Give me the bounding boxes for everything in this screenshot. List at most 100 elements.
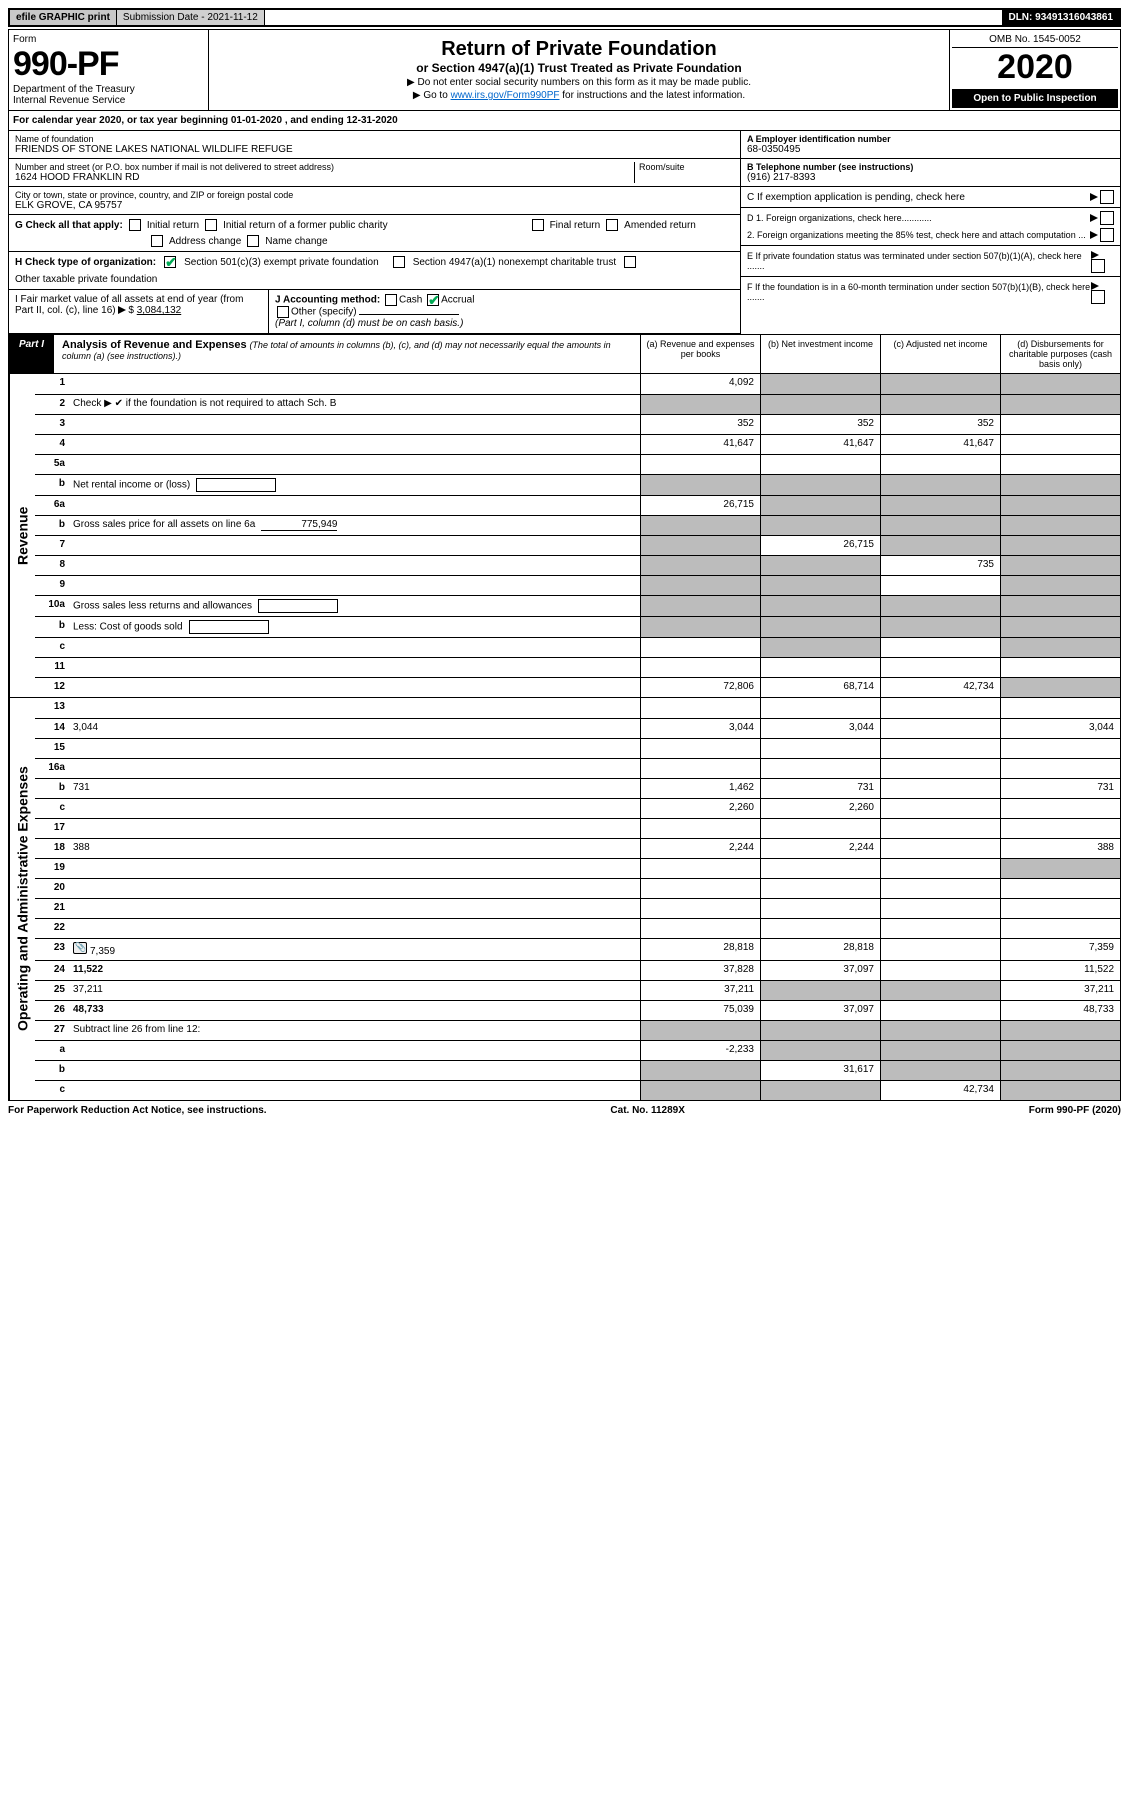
line-desc: [69, 435, 640, 454]
col-d-value: [1000, 899, 1120, 918]
line-desc: 37,211: [69, 981, 640, 1000]
line-row: 9: [35, 575, 1120, 595]
line-number: b: [35, 1061, 69, 1080]
d1-label: D 1. Foreign organizations, check here..…: [747, 213, 932, 223]
line-row: bGross sales price for all assets on lin…: [35, 515, 1120, 535]
col-a-value: [640, 859, 760, 878]
col-a-value: 3,044: [640, 719, 760, 738]
col-b-value: [760, 638, 880, 657]
inline-box: [196, 478, 276, 492]
chk-4947a1[interactable]: [393, 256, 405, 268]
col-b-value: [760, 556, 880, 575]
chk-address-change[interactable]: [151, 235, 163, 247]
i-label: I Fair market value of all assets at end…: [15, 294, 243, 316]
col-a-value: [640, 919, 760, 938]
col-a-value: [640, 638, 760, 657]
col-a-value: 72,806: [640, 678, 760, 697]
col-b-value: 731: [760, 779, 880, 798]
col-d-value: [1000, 374, 1120, 394]
chk-d1[interactable]: [1100, 211, 1114, 225]
col-b-value: [760, 496, 880, 515]
line-desc: [69, 1061, 640, 1080]
chk-initial-return[interactable]: [129, 219, 141, 231]
line-desc: Gross sales less returns and allowances: [69, 596, 640, 616]
line-row: a-2,233: [35, 1040, 1120, 1060]
col-a-value: [640, 1021, 760, 1040]
col-d-value: [1000, 759, 1120, 778]
line-number: 10a: [35, 596, 69, 616]
col-d-value: [1000, 799, 1120, 818]
j-note: (Part I, column (d) must be on cash basi…: [275, 318, 463, 329]
col-c-value: [880, 1001, 1000, 1020]
col-a-value: [640, 596, 760, 616]
form-990pf-link[interactable]: www.irs.gov/Form990PF: [451, 90, 560, 101]
instr-2-post: for instructions and the latest informat…: [562, 90, 745, 101]
line-row: 5a: [35, 454, 1120, 474]
col-b-value: 37,097: [760, 1001, 880, 1020]
page-footer: For Paperwork Reduction Act Notice, see …: [8, 1101, 1121, 1120]
col-a-value: [640, 658, 760, 677]
col-b-value: [760, 879, 880, 898]
line-row: 726,715: [35, 535, 1120, 555]
chk-final-return[interactable]: [532, 219, 544, 231]
line-row: 15: [35, 738, 1120, 758]
chk-e[interactable]: [1091, 259, 1105, 273]
col-c-value: [880, 698, 1000, 718]
line-number: 14: [35, 719, 69, 738]
line-desc: 731: [69, 779, 640, 798]
col-a-value: 352: [640, 415, 760, 434]
chk-name-change[interactable]: [247, 235, 259, 247]
col-a-value: 4,092: [640, 374, 760, 394]
line-number: 15: [35, 739, 69, 758]
col-b-value: [760, 596, 880, 616]
col-a-value: [640, 516, 760, 535]
line-desc: [69, 919, 640, 938]
chk-501c3[interactable]: [164, 256, 176, 268]
col-b-value: 28,818: [760, 939, 880, 960]
efile-print-button[interactable]: efile GRAPHIC print: [10, 10, 117, 25]
col-a-value: [640, 1061, 760, 1080]
line-number: 25: [35, 981, 69, 1000]
bullet-icon: [1090, 231, 1098, 239]
chk-initial-former[interactable]: [205, 219, 217, 231]
g-opt-3: Amended return: [624, 220, 696, 231]
chk-other-method[interactable]: [277, 306, 289, 318]
col-d-value: [1000, 879, 1120, 898]
line-desc: [69, 658, 640, 677]
attachment-icon[interactable]: [73, 942, 87, 954]
col-d-value: [1000, 516, 1120, 535]
topbar-spacer: [265, 10, 1003, 25]
col-d-value: [1000, 678, 1120, 697]
col-c-value: [880, 1061, 1000, 1080]
col-d-value: [1000, 435, 1120, 454]
col-d-header: (d) Disbursements for charitable purpose…: [1000, 335, 1120, 373]
line-row: 10aGross sales less returns and allowanc…: [35, 595, 1120, 616]
chk-c-pending[interactable]: [1100, 190, 1114, 204]
d2-label: 2. Foreign organizations meeting the 85%…: [747, 230, 1086, 240]
chk-other-taxable[interactable]: [624, 256, 636, 268]
g-opt-0: Initial return: [147, 220, 199, 231]
chk-amended[interactable]: [606, 219, 618, 231]
form-subtitle: or Section 4947(a)(1) Trust Treated as P…: [217, 61, 941, 75]
col-b-value: [760, 658, 880, 677]
line-desc: [69, 899, 640, 918]
col-d-value: [1000, 658, 1120, 677]
col-c-value: [880, 879, 1000, 898]
col-d-value: [1000, 455, 1120, 474]
line-number: b: [35, 475, 69, 495]
chk-f[interactable]: [1091, 290, 1105, 304]
inline-box: [189, 620, 269, 634]
line-number: 8: [35, 556, 69, 575]
col-c-value: [880, 739, 1000, 758]
line-row: b7311,462731731: [35, 778, 1120, 798]
col-c-value: [880, 799, 1000, 818]
chk-cash[interactable]: [385, 294, 397, 306]
chk-accrual[interactable]: [427, 294, 439, 306]
room-label: Room/suite: [639, 162, 734, 172]
col-b-value: [760, 516, 880, 535]
chk-d2[interactable]: [1100, 228, 1114, 242]
line-number: b: [35, 617, 69, 637]
col-c-value: [880, 899, 1000, 918]
col-c-value: [880, 638, 1000, 657]
col-c-value: [880, 819, 1000, 838]
